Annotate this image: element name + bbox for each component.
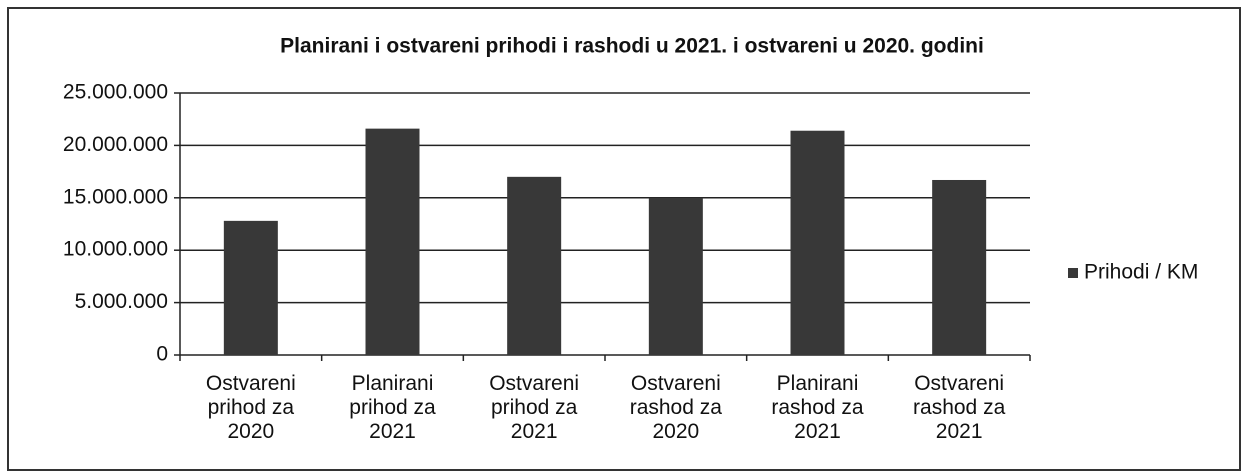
- y-tick-label: 15.000.000: [63, 185, 168, 208]
- x-tick-label: Ostvareni rashod za 2020: [629, 372, 722, 443]
- legend-swatch: [1068, 268, 1078, 278]
- y-tick-label: 10.000.000: [63, 238, 168, 261]
- bar: [365, 128, 420, 355]
- chart-border: [7, 7, 1241, 471]
- bar: [507, 176, 562, 355]
- x-tick-label: Ostvareni prihod za 2021: [489, 372, 580, 443]
- x-tick-label: Ostvareni rashod za 2021: [913, 372, 1006, 443]
- bar: [648, 197, 703, 355]
- y-tick-label: 0: [156, 343, 168, 366]
- y-tick-label: 25.000.000: [63, 81, 168, 104]
- y-tick-label: 20.000.000: [63, 133, 168, 156]
- legend-label: Prihodi / KM: [1084, 261, 1198, 284]
- chart-title: Planirani i ostvareni prihodi i rashodi …: [280, 35, 984, 58]
- bar: [932, 179, 987, 355]
- bar: [790, 130, 845, 355]
- bar: [223, 220, 278, 355]
- x-tick-label: Planirani prihod za 2021: [349, 372, 436, 443]
- y-tick-label: 5.000.000: [75, 290, 168, 313]
- x-tick-label: Planirani rashod za 2021: [771, 372, 864, 443]
- x-tick-label: Ostvareni prihod za 2020: [205, 372, 296, 443]
